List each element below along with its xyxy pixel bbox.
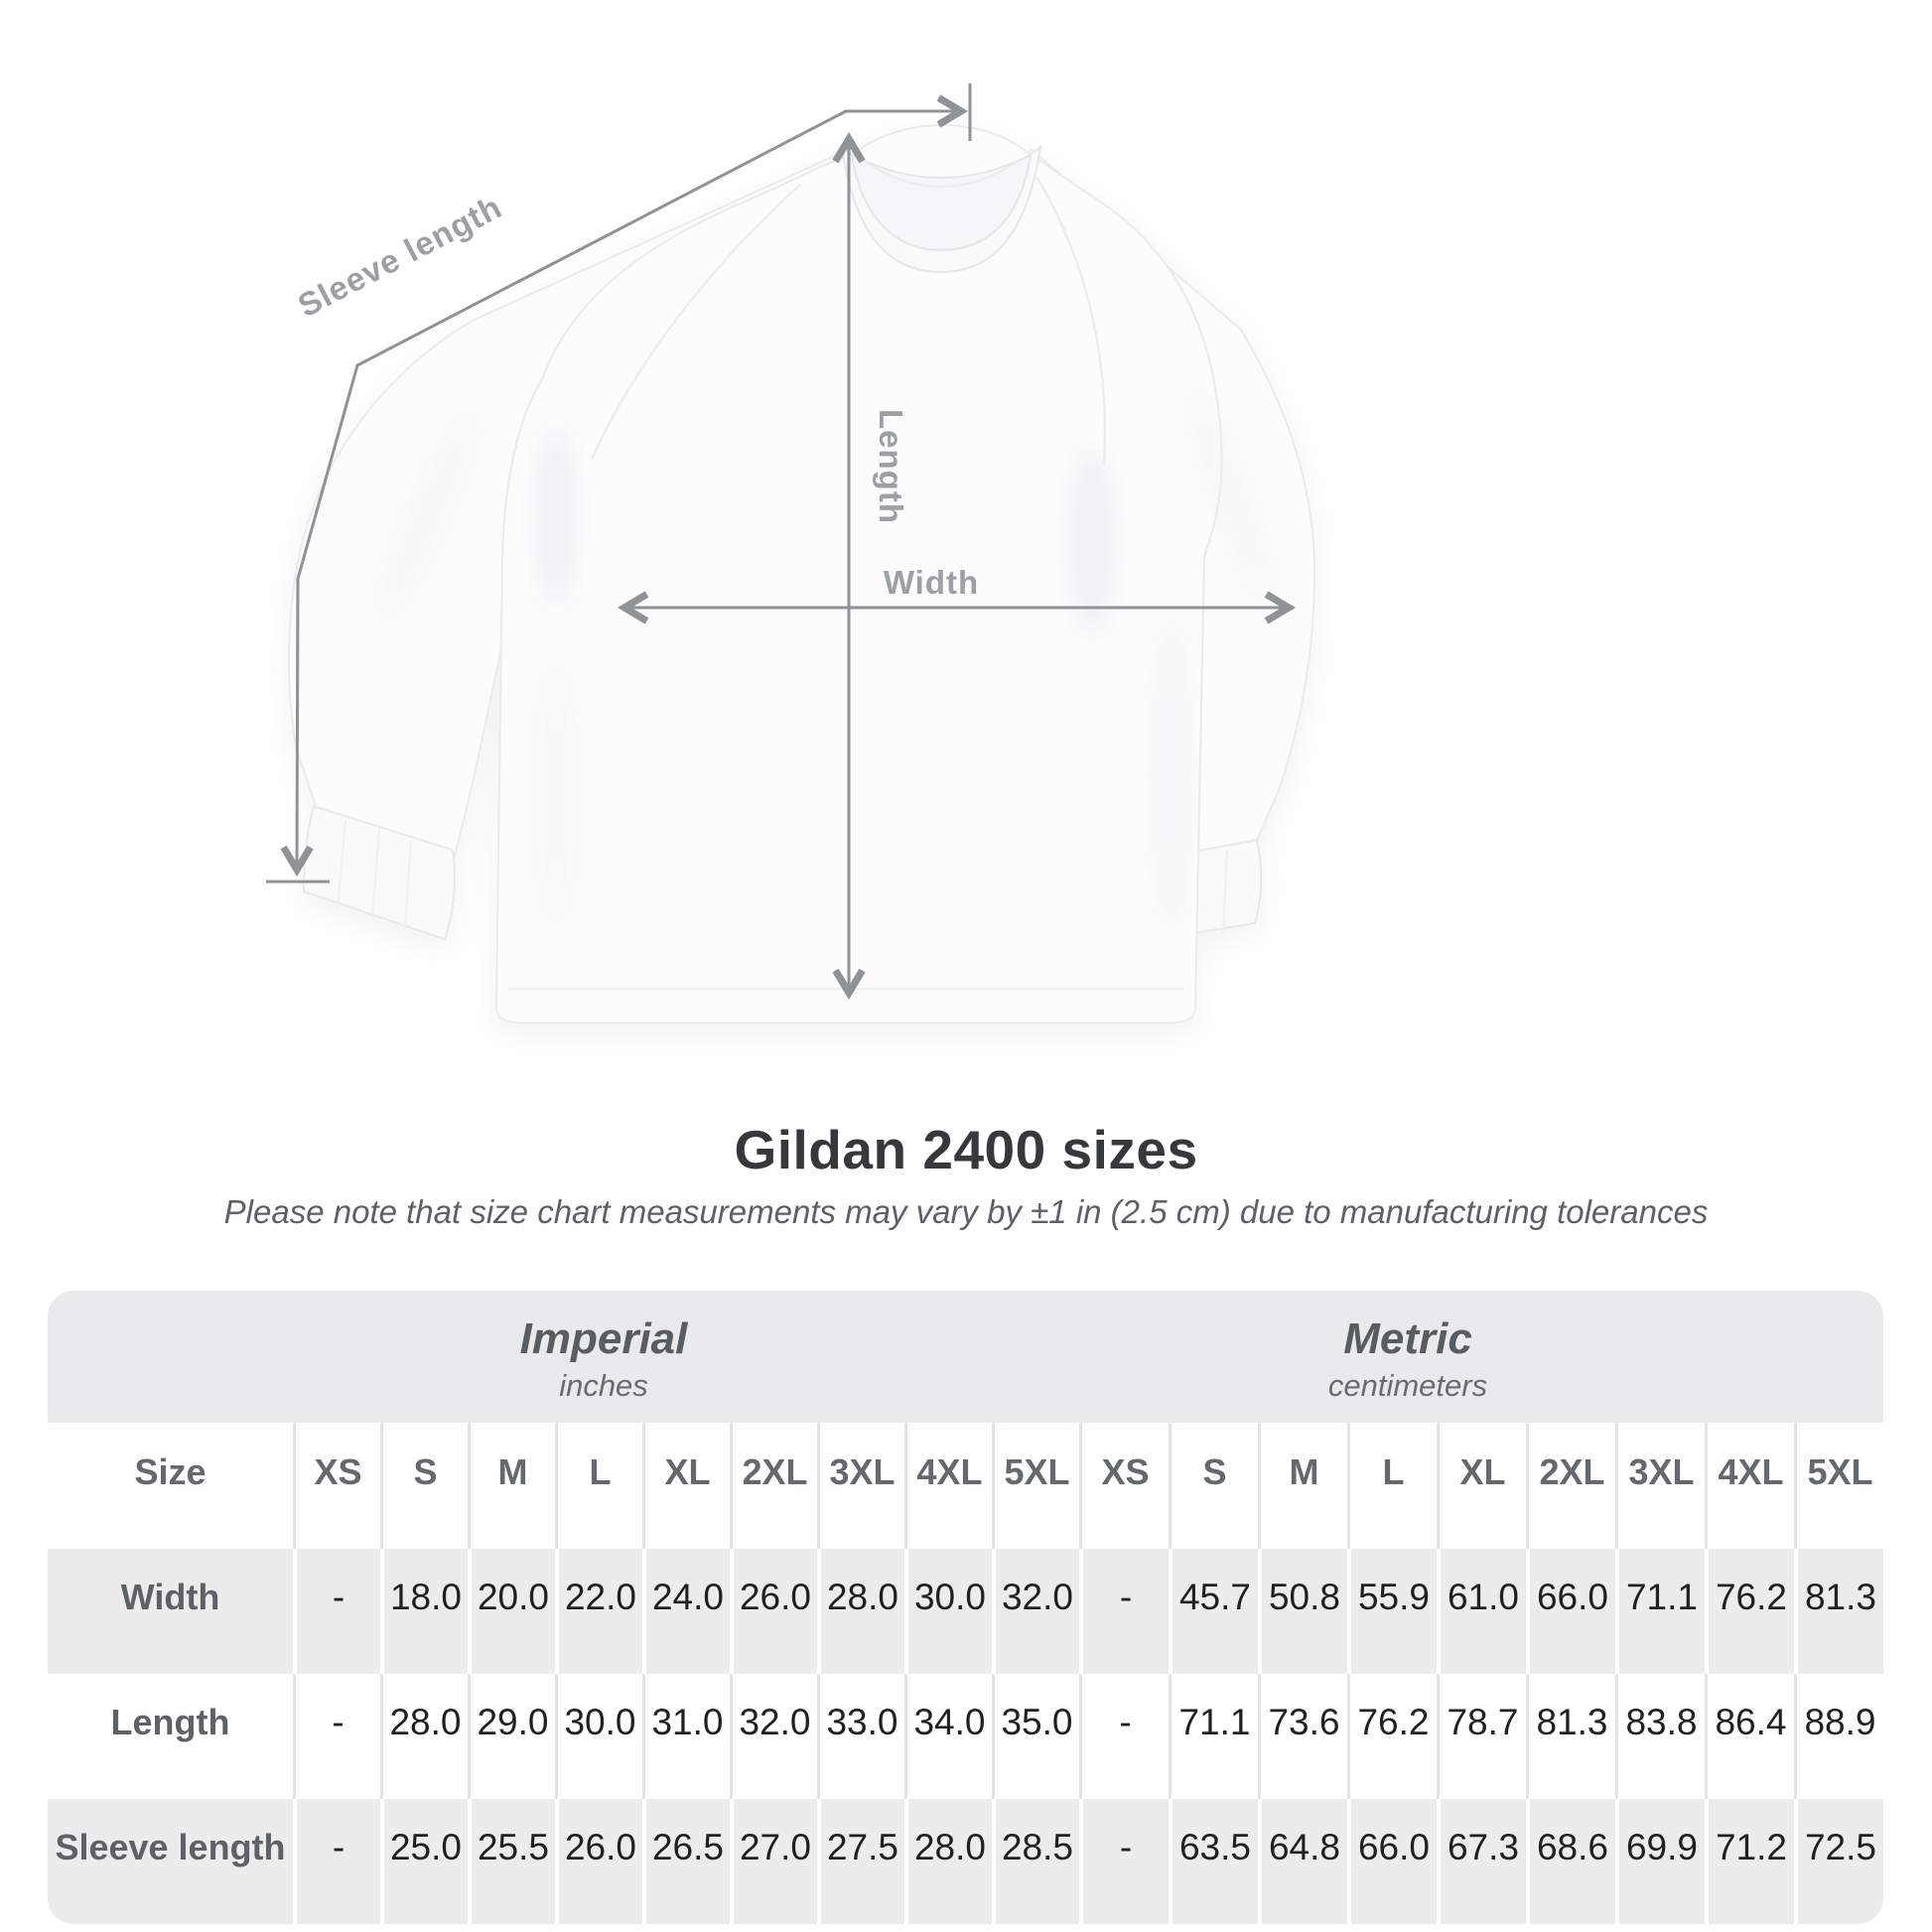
table-cell: - — [293, 1549, 380, 1674]
table-cell: 55.9 — [1347, 1549, 1437, 1674]
size-col-header: 2XL — [1526, 1423, 1615, 1549]
table-cell: 64.8 — [1258, 1799, 1347, 1924]
table-cell: 72.5 — [1794, 1799, 1883, 1924]
table-cell: 22.0 — [555, 1549, 642, 1674]
size-col-header: S — [1169, 1423, 1258, 1549]
table-cell: 28.0 — [817, 1549, 904, 1674]
table-cell: 26.0 — [730, 1549, 817, 1674]
size-col-header: 4XL — [904, 1423, 992, 1549]
table-cell: 28.0 — [380, 1674, 468, 1799]
length-label: Length — [873, 409, 909, 524]
imperial-group-header: Imperial inches — [207, 1291, 1001, 1425]
page-title: Gildan 2400 sizes — [734, 1119, 1198, 1180]
table-cell: 78.7 — [1437, 1674, 1526, 1799]
table-cell: 26.5 — [642, 1799, 730, 1924]
table-cell: 28.0 — [904, 1799, 992, 1924]
table-cell: 33.0 — [817, 1674, 904, 1799]
table-cell: 30.0 — [904, 1549, 992, 1674]
shirt-illustration — [288, 124, 1316, 1024]
right-armhole-seam — [1035, 176, 1107, 466]
shirt-diagram: Sleeve length Length Width — [266, 83, 1316, 1024]
table-cell: 73.6 — [1258, 1674, 1347, 1799]
table-cell: 27.0 — [730, 1799, 817, 1924]
table-cell: 71.2 — [1705, 1799, 1794, 1924]
table-cell: 32.0 — [992, 1549, 1079, 1674]
measurement-arrows — [266, 83, 1296, 1000]
table-cell: - — [1079, 1799, 1169, 1924]
table-cell: 32.0 — [730, 1674, 817, 1799]
table-cell: 63.5 — [1169, 1799, 1258, 1924]
table-cell: 61.0 — [1437, 1549, 1526, 1674]
table-cell: 45.7 — [1169, 1549, 1258, 1674]
size-col-header: L — [555, 1423, 642, 1549]
row-label: Length — [48, 1674, 293, 1799]
table-cell: 24.0 — [642, 1549, 730, 1674]
size-col-header: XL — [1437, 1423, 1526, 1549]
table-cell: 76.2 — [1705, 1549, 1794, 1674]
size-col-header: 5XL — [992, 1423, 1079, 1549]
table-cell: 35.0 — [992, 1674, 1079, 1799]
sleeve-length-arrow — [280, 94, 968, 877]
table-cell: 83.8 — [1615, 1674, 1705, 1799]
table-cell: 66.0 — [1526, 1549, 1615, 1674]
table-cell: 28.5 — [992, 1799, 1079, 1924]
table-cell: 81.3 — [1794, 1549, 1883, 1674]
size-col-header: 5XL — [1794, 1423, 1883, 1549]
table-cell: - — [1079, 1674, 1169, 1799]
table-cell: 81.3 — [1526, 1674, 1615, 1799]
size-col-header: M — [1258, 1423, 1347, 1549]
size-col-header: 2XL — [730, 1423, 817, 1549]
table-cell: 66.0 — [1347, 1799, 1437, 1924]
size-col-header: S — [380, 1423, 468, 1549]
table-cell: - — [293, 1799, 380, 1924]
size-col-header: XL — [642, 1423, 730, 1549]
size-col-header: 3XL — [817, 1423, 904, 1549]
size-col-header: XS — [293, 1423, 380, 1549]
size-col-header: XS — [1079, 1423, 1169, 1549]
imperial-unit-label: inches — [559, 1367, 648, 1403]
metric-label: Metric — [1343, 1313, 1472, 1363]
size-col-header: L — [1347, 1423, 1437, 1549]
table-cell: 76.2 — [1347, 1674, 1437, 1799]
table-cell: 26.0 — [555, 1799, 642, 1924]
metric-group-header: Metric centimeters — [1011, 1291, 1805, 1425]
size-col-header: 4XL — [1705, 1423, 1794, 1549]
size-table: Imperial inches Metric centimeters Size … — [48, 1291, 1883, 1924]
table-cell: 18.0 — [380, 1549, 468, 1674]
size-column-header: Size — [48, 1423, 293, 1549]
table-cell: 27.5 — [817, 1799, 904, 1924]
table-cell: 86.4 — [1705, 1674, 1794, 1799]
table-cell: 34.0 — [904, 1674, 992, 1799]
size-col-header: M — [468, 1423, 555, 1549]
width-label: Width — [884, 564, 979, 601]
table-cell: 20.0 — [468, 1549, 555, 1674]
table-cell: 29.0 — [468, 1674, 555, 1799]
table-cell: - — [1079, 1549, 1169, 1674]
table-cell: 25.0 — [380, 1799, 468, 1924]
table-cell: 50.8 — [1258, 1549, 1347, 1674]
table-cell: 69.9 — [1615, 1799, 1705, 1924]
size-col-header: 3XL — [1615, 1423, 1705, 1549]
row-label: Sleeve length — [48, 1799, 293, 1924]
imperial-label: Imperial — [519, 1313, 688, 1363]
units-band: Imperial inches Metric centimeters — [48, 1291, 1883, 1423]
table-cell: 71.1 — [1615, 1549, 1705, 1674]
table-cell: 30.0 — [555, 1674, 642, 1799]
table-cell: - — [293, 1674, 380, 1799]
page-subtitle: Please note that size chart measurements… — [223, 1193, 1709, 1230]
table-cell: 25.5 — [468, 1799, 555, 1924]
table-cell: 71.1 — [1169, 1674, 1258, 1799]
table-cell: 31.0 — [642, 1674, 730, 1799]
table-cell: 67.3 — [1437, 1799, 1526, 1924]
table-cell: 68.6 — [1526, 1799, 1615, 1924]
row-label: Width — [48, 1549, 293, 1674]
table-cell: 88.9 — [1794, 1674, 1883, 1799]
metric-unit-label: centimeters — [1327, 1367, 1488, 1403]
